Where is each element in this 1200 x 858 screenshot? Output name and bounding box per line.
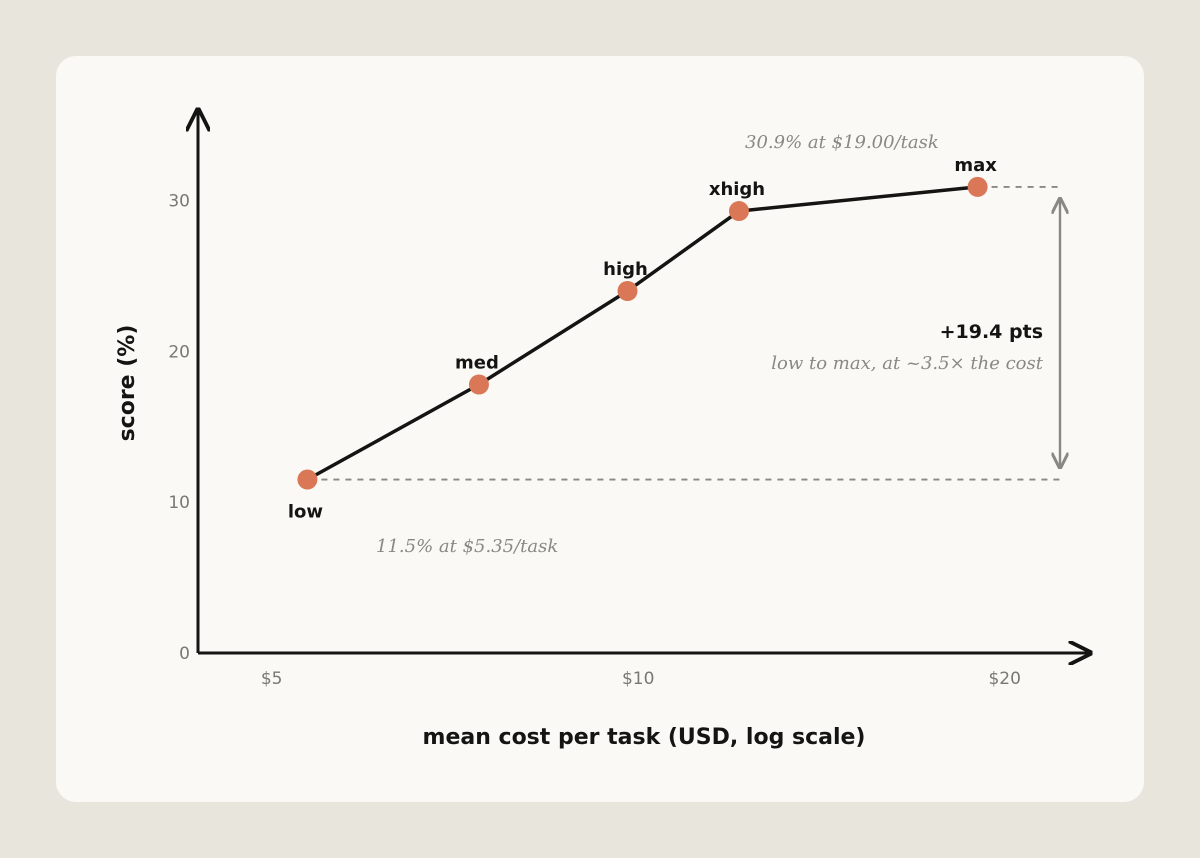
delta-label: +19.4 pts — [940, 321, 1043, 343]
chart-card — [56, 56, 1144, 802]
y-tick-label: 30 — [168, 192, 190, 212]
low-note: 11.5% at $5.35/task — [376, 536, 558, 557]
point-label-high: high — [603, 259, 648, 280]
point-label-xhigh: xhigh — [709, 179, 765, 200]
x-tick-label: $10 — [622, 669, 654, 689]
data-point-max — [967, 176, 988, 197]
point-label-max: max — [954, 155, 997, 176]
y-tick-label: 10 — [168, 493, 190, 513]
x-tick-label: $5 — [261, 669, 283, 689]
series-line — [306, 185, 978, 482]
max-note: 30.9% at $19.00/task — [745, 132, 939, 153]
y-axis-title: score (%) — [115, 325, 140, 442]
point-label-med: med — [455, 353, 499, 374]
y-tick-label: 20 — [168, 342, 190, 362]
x-axis-title: mean cost per task (USD, log scale) — [423, 725, 866, 750]
data-point-high — [617, 281, 638, 301]
y-tick-label: 0 — [179, 644, 190, 664]
delta-sublabel: low to max, at ~3.5× the cost — [771, 353, 1043, 374]
data-point-med — [468, 374, 489, 395]
point-label-low: low — [288, 502, 323, 523]
data-point-low — [297, 469, 318, 490]
data-point-xhigh — [728, 201, 749, 222]
x-tick-label: $20 — [988, 669, 1020, 689]
